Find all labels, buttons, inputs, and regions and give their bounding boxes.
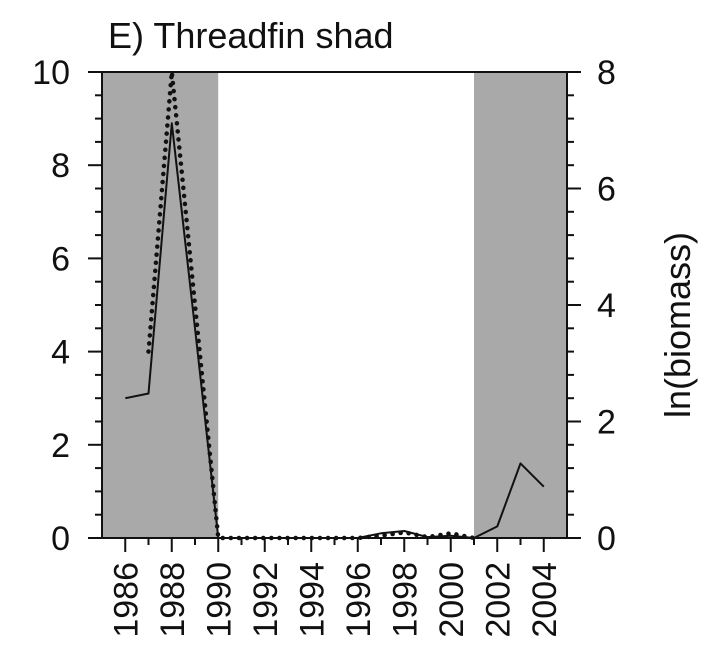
- right-tick-label: 8: [597, 54, 616, 92]
- left-axis-ticks: 0 2 4 6 8 10: [32, 54, 102, 558]
- bottom-tick-label: 2004: [526, 562, 564, 638]
- bottom-tick-label: 1988: [154, 562, 192, 638]
- right-axis-title: ln(biomass): [657, 232, 698, 418]
- bottom-tick-label: 1996: [340, 562, 378, 638]
- left-tick-label: 0: [51, 520, 70, 558]
- bottom-tick-label: 1990: [200, 562, 238, 638]
- right-tick-label: 0: [597, 520, 616, 558]
- bottom-tick-label: 2002: [479, 562, 517, 638]
- bottom-tick-label: 1992: [247, 562, 285, 638]
- right-axis-ticks: 0 2 4 6 8: [567, 54, 616, 558]
- right-tick-label: 2: [597, 404, 616, 442]
- left-tick-label: 4: [51, 334, 70, 372]
- right-tick-label: 4: [597, 287, 616, 325]
- bottom-tick-label: 1998: [386, 562, 424, 638]
- chart-title: E) Threadfin shad: [108, 15, 394, 56]
- right-tick-label: 6: [597, 171, 616, 209]
- shaded-regions: [102, 72, 567, 538]
- left-tick-label: 10: [32, 54, 70, 92]
- bottom-axis-ticks: 1986 1988 1990 1992 1994 1996 1998 2000 2002 2004: [107, 538, 564, 638]
- left-tick-label: 2: [51, 427, 70, 465]
- left-tick-label: 8: [51, 147, 70, 185]
- left-tick-label: 6: [51, 240, 70, 278]
- shaded-region-1: [102, 72, 219, 538]
- bottom-tick-label: 1994: [293, 562, 331, 638]
- bottom-tick-label: 1986: [107, 562, 145, 638]
- shaded-region-2: [474, 72, 567, 538]
- bottom-tick-label: 2000: [433, 562, 471, 638]
